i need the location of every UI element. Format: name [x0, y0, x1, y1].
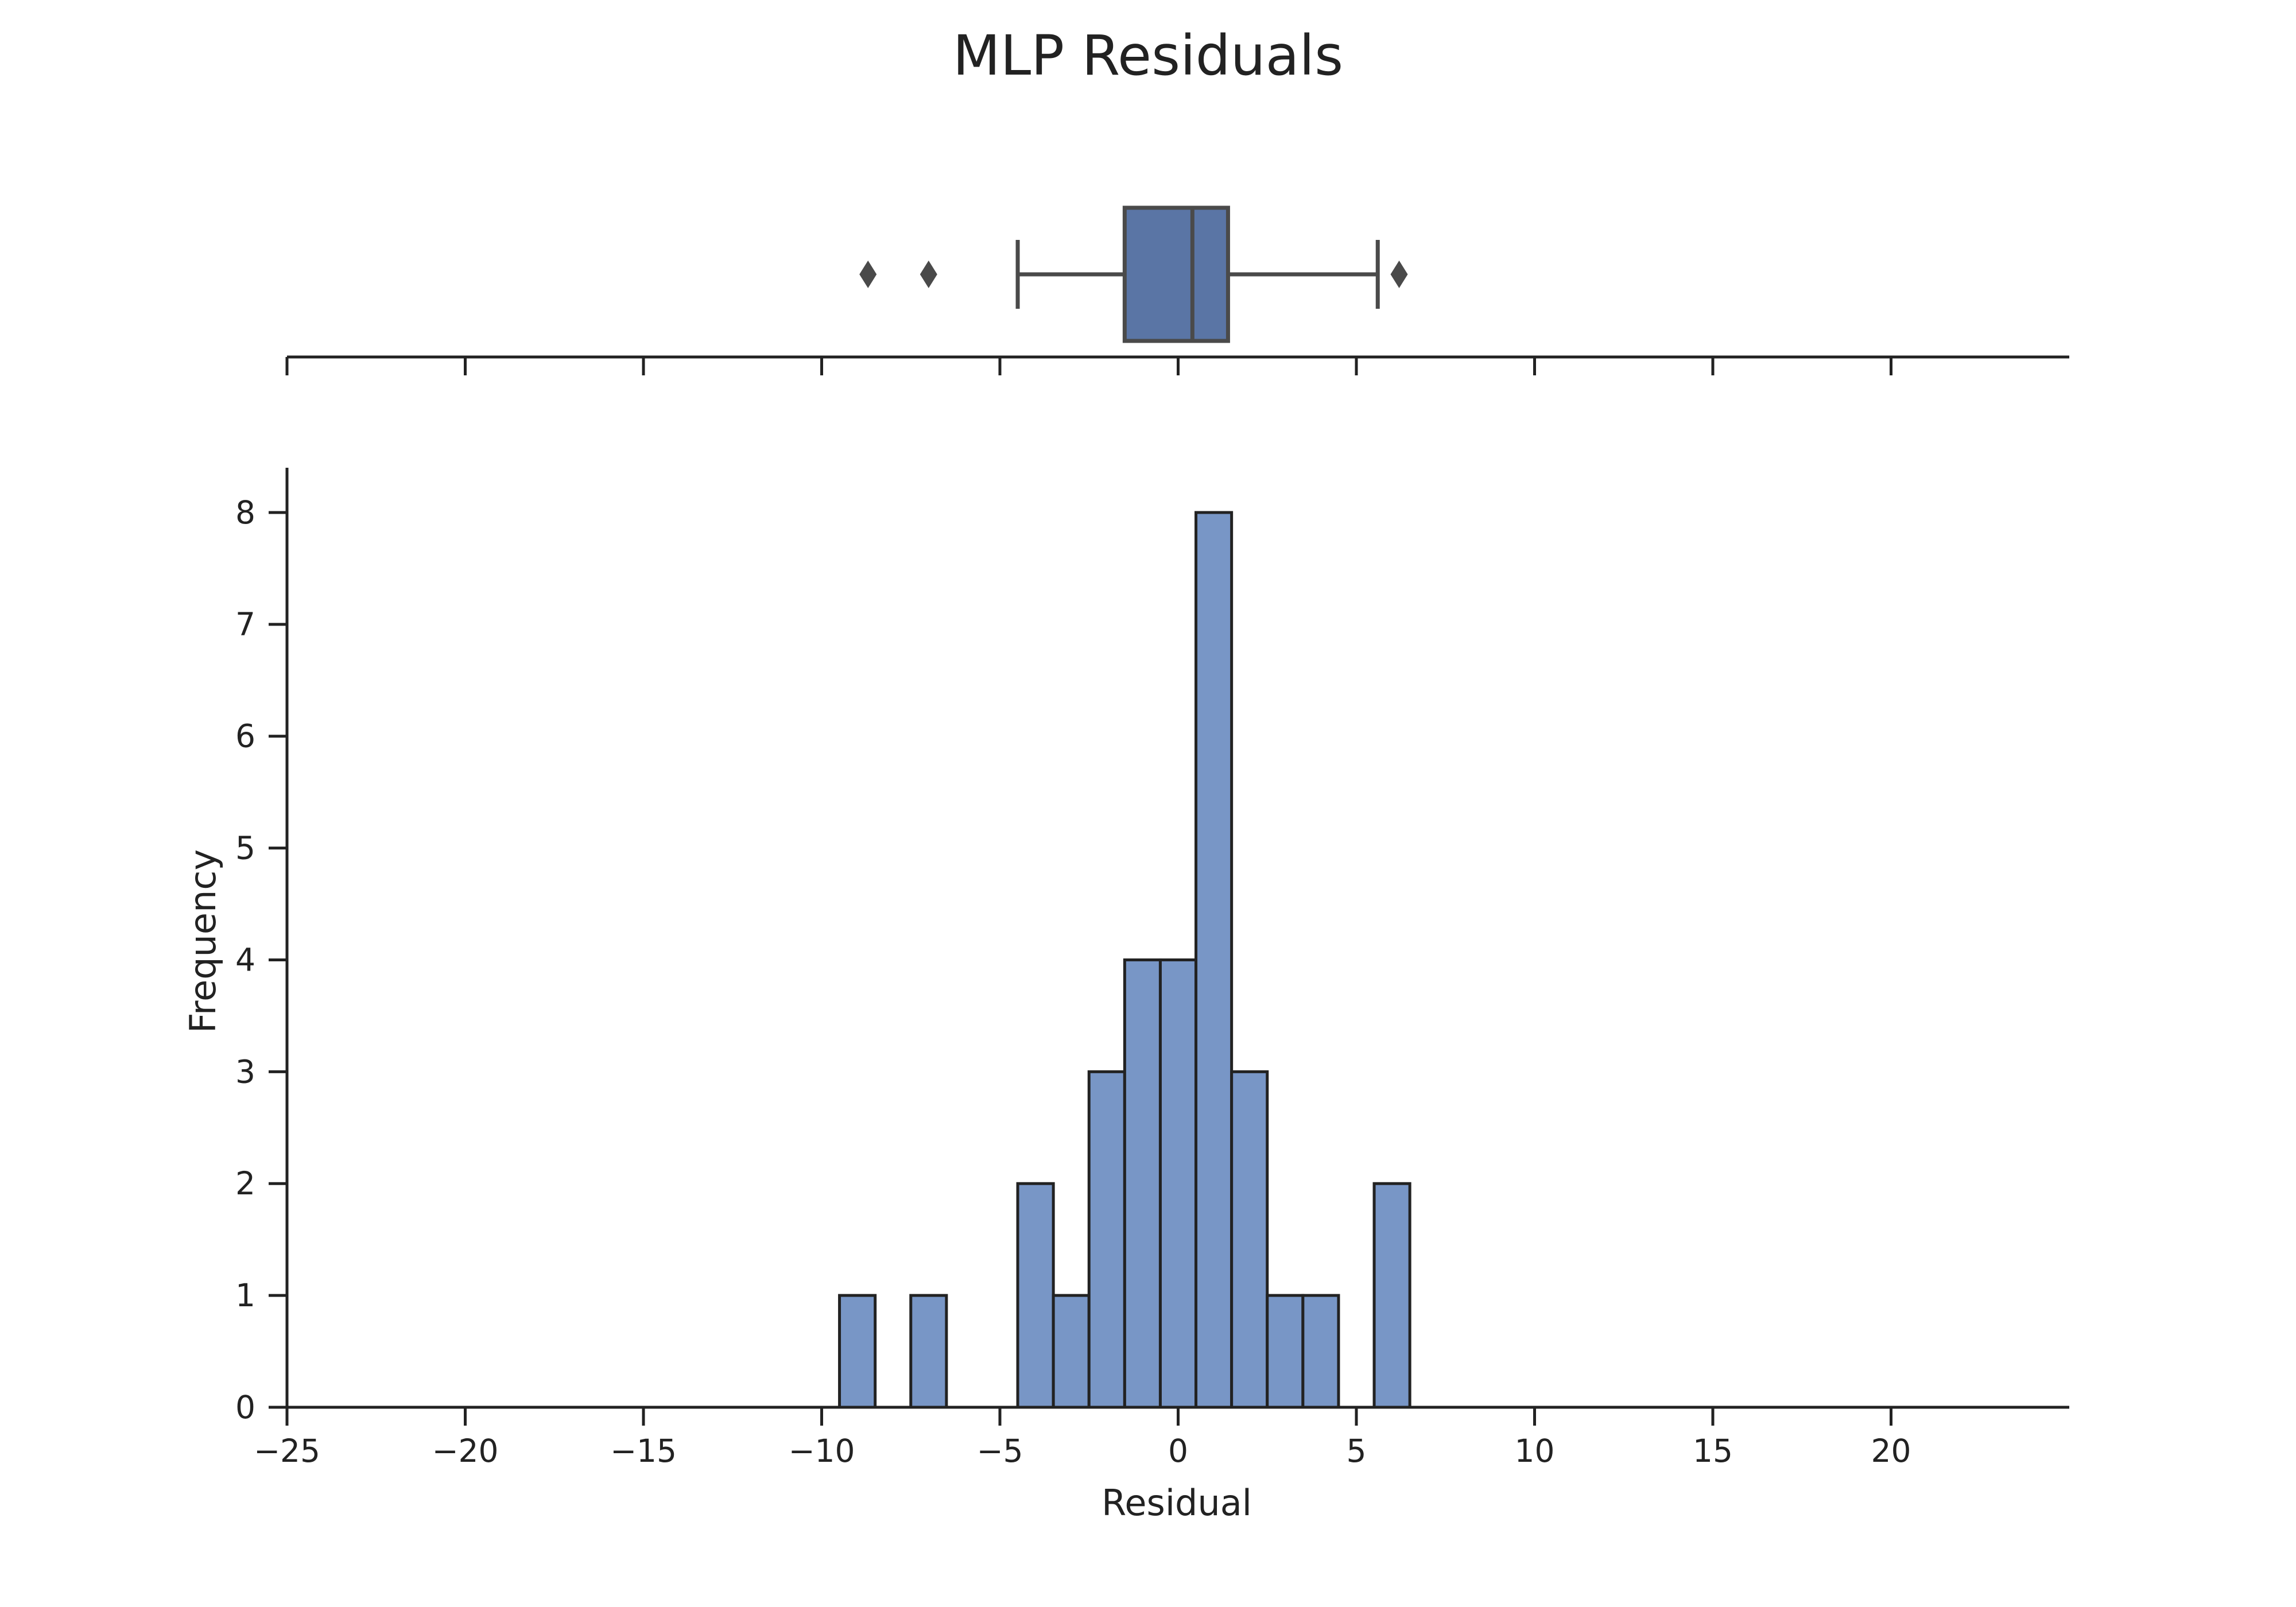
- boxplot-box: [1122, 205, 1230, 343]
- x-tick-label: 20: [1871, 1433, 1911, 1469]
- y-tick-label: 1: [235, 1277, 255, 1314]
- x-tick-label: −25: [254, 1433, 320, 1469]
- histogram-panel: Residual Frequency −25 −20 −15 −10 −5 0 5 10 15 2…: [182, 468, 2069, 1524]
- histogram-bar: [1266, 1294, 1305, 1409]
- x-tick-label: 5: [1347, 1433, 1367, 1469]
- histogram-bar: [1087, 1070, 1126, 1409]
- histogram-bar: [1016, 1182, 1055, 1409]
- chart-title: MLP Residuals: [953, 24, 1343, 88]
- histogram-bar: [1194, 511, 1234, 1409]
- y-tick-label: 6: [235, 718, 255, 755]
- y-tick-label: 8: [235, 494, 255, 531]
- x-tick-label: −20: [432, 1433, 498, 1469]
- x-tick-label: 15: [1693, 1433, 1733, 1469]
- boxplot-panel: [285, 205, 2069, 375]
- histogram-bar: [1052, 1294, 1091, 1409]
- histogram-bar: [1230, 1070, 1269, 1409]
- x-tick-label: −5: [976, 1433, 1023, 1469]
- boxplot-outlier: [920, 261, 937, 288]
- y-tick-label: 2: [235, 1165, 255, 1202]
- histogram-bar: [1158, 958, 1198, 1409]
- y-tick-label: 3: [235, 1053, 255, 1090]
- boxplot-outlier: [859, 261, 877, 288]
- x-tick-label: −10: [788, 1433, 855, 1469]
- histogram-bar: [909, 1294, 948, 1409]
- histogram-bar: [1372, 1182, 1411, 1409]
- y-axis-label: Frequency: [182, 849, 224, 1033]
- histogram-bar: [838, 1294, 877, 1409]
- y-tick-label: 5: [235, 830, 255, 867]
- boxplot-outlier: [1390, 261, 1408, 288]
- x-tick-label: 10: [1515, 1433, 1555, 1469]
- x-tick-label: 0: [1168, 1433, 1188, 1469]
- y-tick-label: 4: [235, 941, 255, 978]
- y-tick-label: 0: [235, 1389, 255, 1426]
- x-tick-label: −15: [610, 1433, 677, 1469]
- y-tick-label: 7: [235, 606, 255, 643]
- x-axis-label: Residual: [1102, 1482, 1252, 1524]
- histogram-bar: [1301, 1294, 1340, 1409]
- histogram-bar: [1123, 958, 1162, 1409]
